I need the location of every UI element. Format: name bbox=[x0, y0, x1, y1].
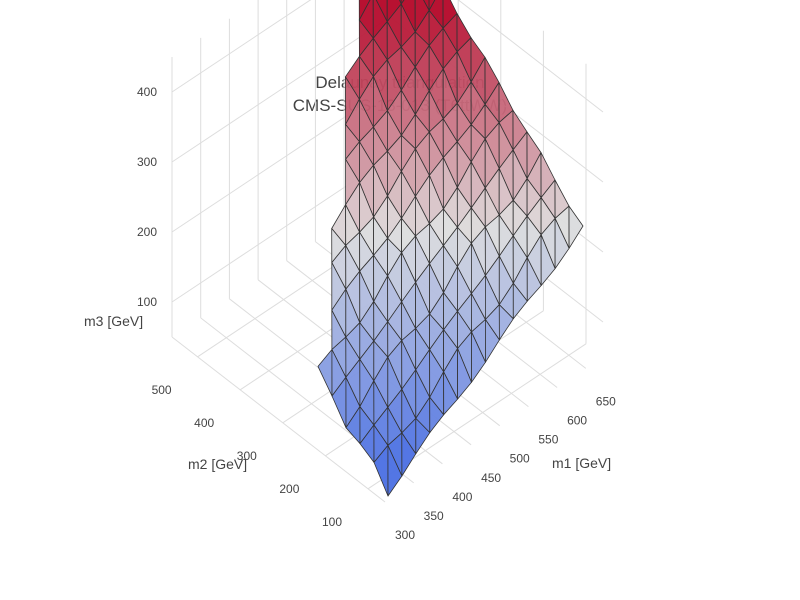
z-tick-label: 400 bbox=[137, 85, 157, 99]
floor-gridline bbox=[171, 336, 386, 503]
x-tick-label: 550 bbox=[538, 433, 558, 447]
surface-triangle bbox=[317, 349, 333, 397]
y-tick-label: 400 bbox=[194, 416, 214, 430]
surface-triangle bbox=[401, 432, 417, 477]
axis-ticks: 300 350 400 450 500 550 600 650 100 200 300 400 500 1… bbox=[137, 85, 616, 542]
z-tick-label: 300 bbox=[137, 155, 157, 169]
surface-triangle bbox=[512, 282, 528, 320]
y-tick-label: 300 bbox=[237, 449, 257, 463]
x-tick-label: 600 bbox=[567, 414, 587, 428]
y-axis-title: m2 [GeV] bbox=[188, 456, 247, 472]
y-tick-label: 100 bbox=[322, 515, 342, 529]
z-tick-label: 100 bbox=[137, 295, 157, 309]
surface-triangle bbox=[484, 319, 500, 363]
surface-triangle bbox=[457, 348, 472, 400]
surface-triangle bbox=[540, 234, 556, 286]
wall-gridline bbox=[171, 16, 391, 163]
surface-triangle bbox=[526, 257, 542, 302]
x-axis-title: m1 [GeV] bbox=[552, 455, 611, 471]
x-tick-label: 400 bbox=[452, 490, 472, 504]
z-axis-title: m3 [GeV] bbox=[84, 313, 143, 329]
x-tick-label: 500 bbox=[510, 452, 530, 466]
surface-triangle bbox=[429, 396, 445, 434]
wall-gridline bbox=[171, 0, 312, 93]
surface-triangle bbox=[443, 371, 459, 416]
wall-gridline bbox=[457, 0, 604, 113]
x-tick-label: 650 bbox=[596, 394, 616, 408]
y-tick-label: 500 bbox=[152, 383, 172, 397]
x-tick-label: 450 bbox=[481, 471, 501, 485]
x-tick-label: 300 bbox=[395, 528, 415, 542]
surface-triangle bbox=[415, 417, 431, 455]
surface-triangle bbox=[568, 205, 584, 249]
surface-triangle bbox=[471, 331, 486, 383]
surface-triangle bbox=[498, 304, 514, 341]
x-tick-label: 350 bbox=[424, 509, 444, 523]
z-tick-label: 200 bbox=[137, 225, 157, 239]
surface-mesh bbox=[317, 0, 584, 497]
surface-triangle bbox=[387, 444, 403, 497]
surface-triangle bbox=[554, 217, 570, 270]
y-tick-label: 200 bbox=[279, 482, 299, 496]
